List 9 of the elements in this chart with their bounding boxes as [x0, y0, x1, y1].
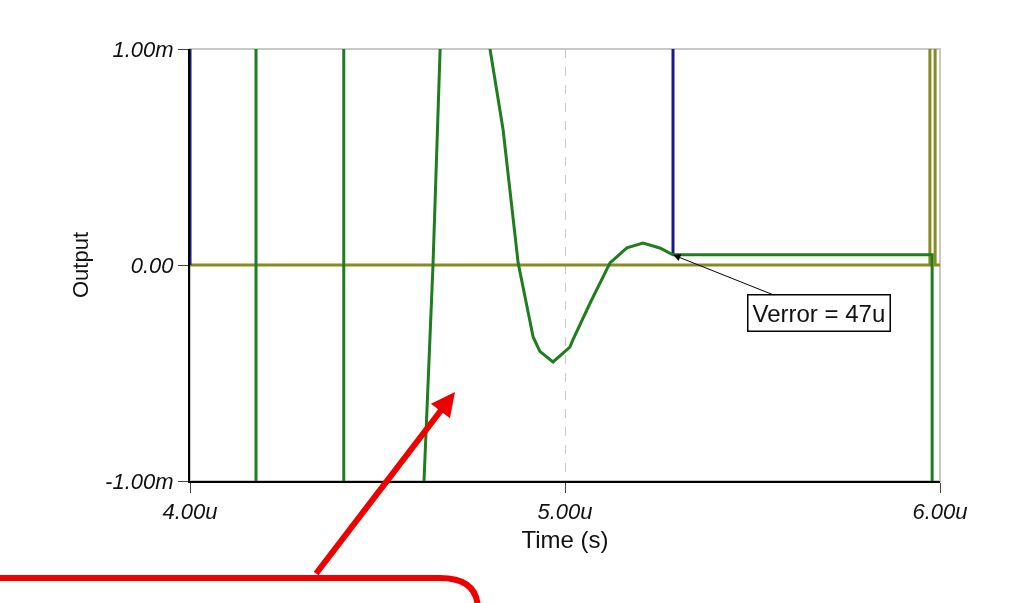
y-tick-label: -1.00m: [105, 468, 174, 494]
annotation: Verror = 47u: [752, 299, 886, 327]
x-tick-label: 6.00u: [912, 499, 968, 525]
x-axis-title: Time (s): [521, 526, 609, 554]
y-axis-title: Output: [68, 231, 94, 299]
x-tick-label: 4.00u: [162, 499, 218, 525]
y-tick-label: 0.00: [130, 252, 175, 278]
x-tick-label: 5.00u: [537, 499, 593, 525]
y-tick-label: 1.00m: [112, 36, 174, 62]
